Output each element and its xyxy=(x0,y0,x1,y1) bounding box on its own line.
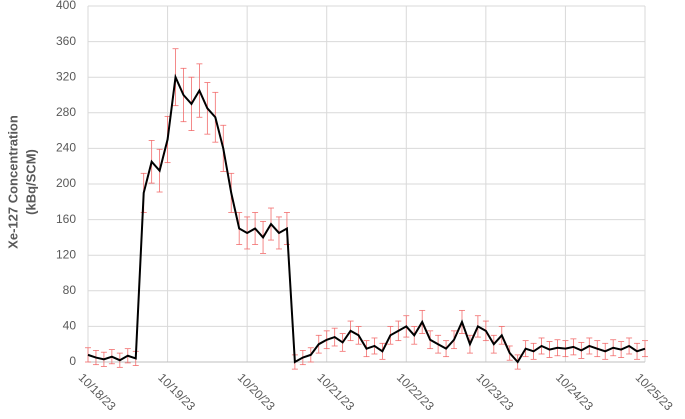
x-tick-label: 10/22/23 xyxy=(394,370,437,413)
y-tick-label: 120 xyxy=(56,247,76,261)
x-tick-label: 10/25/23 xyxy=(633,370,676,413)
y-tick-label: 40 xyxy=(63,319,77,333)
x-tick-label: 10/23/23 xyxy=(473,370,516,413)
y-tick-label: 360 xyxy=(56,34,76,48)
x-tick-label: 10/21/23 xyxy=(314,370,357,413)
y-tick-label: 400 xyxy=(56,0,76,12)
y-tick-label: 240 xyxy=(56,141,76,155)
y-tick-label: 320 xyxy=(56,69,76,83)
y-axis-label: (kBq/SCM) xyxy=(23,149,38,215)
y-tick-label: 280 xyxy=(56,105,76,119)
x-tick-label: 10/19/23 xyxy=(155,370,198,413)
x-tick-label: 10/20/23 xyxy=(235,370,278,413)
y-axis-label: Xe-127 Concentration xyxy=(5,115,20,249)
x-tick-label: 10/18/23 xyxy=(76,370,119,413)
x-tick-label: 10/24/23 xyxy=(553,370,596,413)
y-tick-label: 160 xyxy=(56,212,76,226)
y-tick-label: 200 xyxy=(56,176,76,190)
y-tick-label: 0 xyxy=(69,354,76,368)
data-line xyxy=(87,73,646,364)
y-tick-label: 80 xyxy=(63,283,77,297)
